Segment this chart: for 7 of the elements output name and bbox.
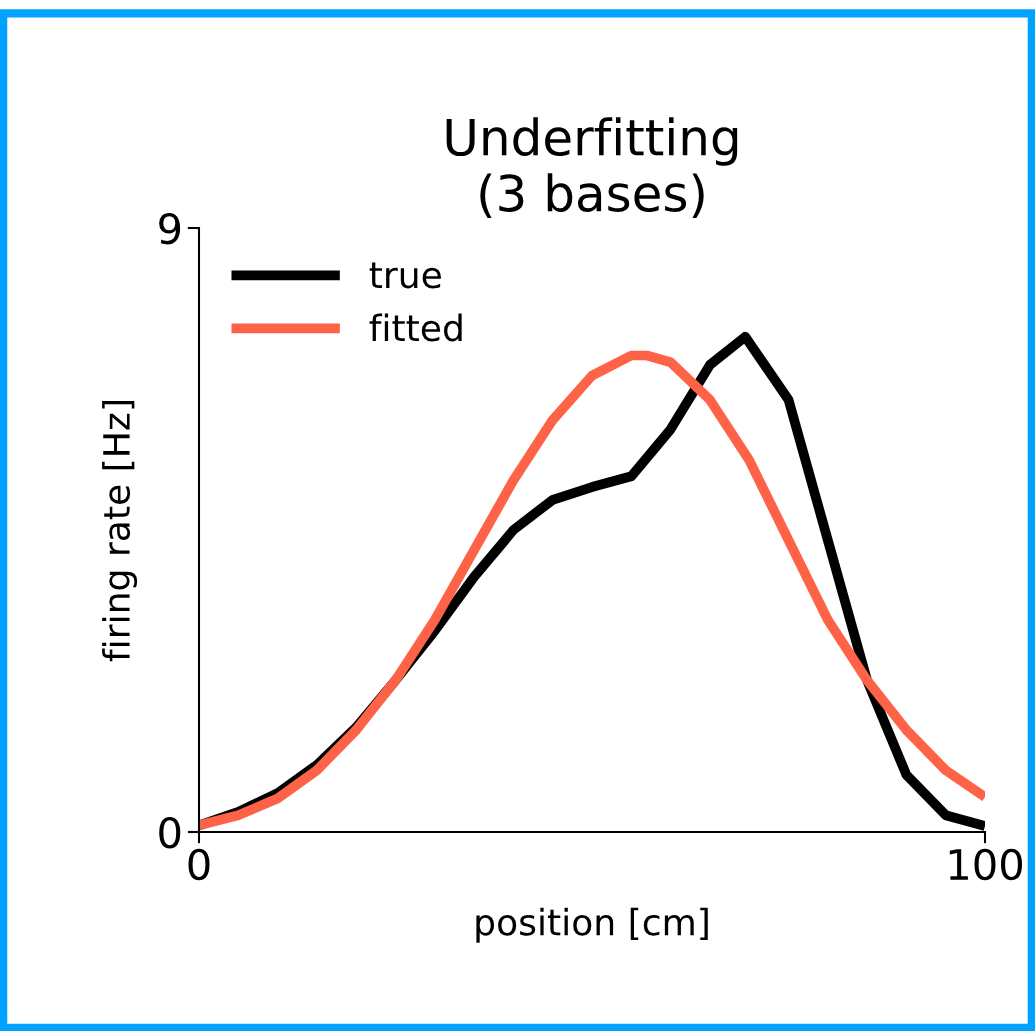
legend-label: fitted xyxy=(369,313,462,342)
y-axis-title: firing rate [Hz] xyxy=(102,401,138,662)
y-tick-label: 9 xyxy=(159,212,181,245)
x-tick-label: 100 xyxy=(949,848,1022,881)
x-axis-title: position [cm] xyxy=(476,907,708,943)
chart-title: Underfitting (3 bases) xyxy=(446,117,738,218)
legend-label: true xyxy=(369,262,441,289)
